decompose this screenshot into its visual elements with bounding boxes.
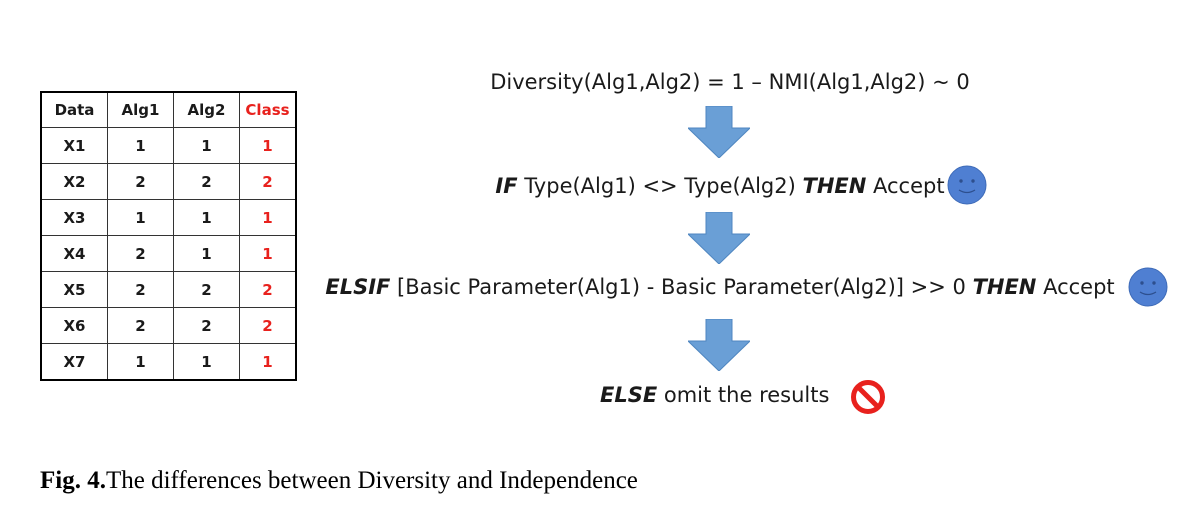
- cell-data: X4: [40, 235, 108, 272]
- if-keyword: IF: [495, 174, 518, 198]
- cell-data: X2: [40, 163, 108, 200]
- no-entry-icon: [851, 380, 885, 414]
- cell-alg2: 2: [173, 271, 240, 308]
- header-class: Class: [239, 91, 297, 128]
- data-table: Data Alg1 Alg2 Class X1 1 1 1 X2 2 2 2 X…: [40, 91, 297, 381]
- accept-text: Accept: [866, 174, 945, 198]
- cell-alg2: 1: [173, 343, 240, 381]
- if-condition: Type(Alg1) <> Type(Alg2): [517, 174, 803, 198]
- cell-data: X6: [40, 307, 108, 344]
- if-rule: IF Type(Alg1) <> Type(Alg2) THEN Accept: [300, 174, 1140, 198]
- cell-alg2: 1: [173, 127, 240, 164]
- cell-alg1: 2: [107, 307, 174, 344]
- cell-data: X7: [40, 343, 108, 381]
- table-header-row: Data Alg1 Alg2 Class: [40, 91, 297, 128]
- cell-alg1: 1: [107, 199, 174, 236]
- cell-alg2: 1: [173, 235, 240, 272]
- figure-caption: Fig. 4.The differences between Diversity…: [40, 467, 638, 495]
- table-row: X4 2 1 1: [40, 235, 297, 272]
- diversity-text: Diversity(Alg1,Alg2) = 1 – NMI(Alg1,Alg2…: [490, 70, 970, 94]
- caption-label: Fig. 4.: [40, 467, 106, 494]
- down-arrow-icon: [688, 212, 750, 264]
- elsif-keyword: ELSIF: [325, 275, 391, 299]
- header-data: Data: [40, 91, 108, 128]
- then-keyword: THEN: [802, 174, 867, 198]
- table-row: X3 1 1 1: [40, 199, 297, 236]
- table-row: X6 2 2 2: [40, 307, 297, 344]
- cell-class: 1: [239, 343, 297, 381]
- table-row: X5 2 2 2: [40, 271, 297, 308]
- cell-class: 1: [239, 199, 297, 236]
- smiley-icon: [1128, 267, 1168, 307]
- header-alg2: Alg2: [173, 91, 240, 128]
- cell-class: 2: [239, 163, 297, 200]
- diversity-formula: Diversity(Alg1,Alg2) = 1 – NMI(Alg1,Alg2…: [300, 70, 1160, 94]
- table-row: X1 1 1 1: [40, 127, 297, 164]
- elsif-rule: ELSIF [Basic Parameter(Alg1) - Basic Par…: [300, 275, 1140, 299]
- cell-data: X1: [40, 127, 108, 164]
- cell-alg2: 2: [173, 307, 240, 344]
- table-row: X2 2 2 2: [40, 163, 297, 200]
- table-row: X7 1 1 1: [40, 343, 297, 381]
- else-text: omit the results: [657, 383, 830, 407]
- cell-alg1: 2: [107, 235, 174, 272]
- else-keyword: ELSE: [600, 383, 658, 407]
- cell-alg2: 1: [173, 199, 240, 236]
- else-rule: ELSE omit the results: [600, 383, 840, 407]
- elsif-condition: [Basic Parameter(Alg1) - Basic Parameter…: [390, 275, 973, 299]
- cell-class: 1: [239, 127, 297, 164]
- smiley-icon: [947, 165, 987, 205]
- cell-alg1: 1: [107, 343, 174, 381]
- then-keyword: THEN: [972, 275, 1037, 299]
- cell-class: 2: [239, 271, 297, 308]
- cell-class: 2: [239, 307, 297, 344]
- header-alg1: Alg1: [107, 91, 174, 128]
- cell-alg2: 2: [173, 163, 240, 200]
- accept-text: Accept: [1036, 275, 1115, 299]
- cell-alg1: 2: [107, 271, 174, 308]
- down-arrow-icon: [688, 106, 750, 158]
- down-arrow-icon: [688, 319, 750, 371]
- cell-alg1: 1: [107, 127, 174, 164]
- cell-data: X3: [40, 199, 108, 236]
- cell-data: X5: [40, 271, 108, 308]
- cell-alg1: 2: [107, 163, 174, 200]
- caption-text: The differences between Diversity and In…: [105, 467, 638, 494]
- cell-class: 1: [239, 235, 297, 272]
